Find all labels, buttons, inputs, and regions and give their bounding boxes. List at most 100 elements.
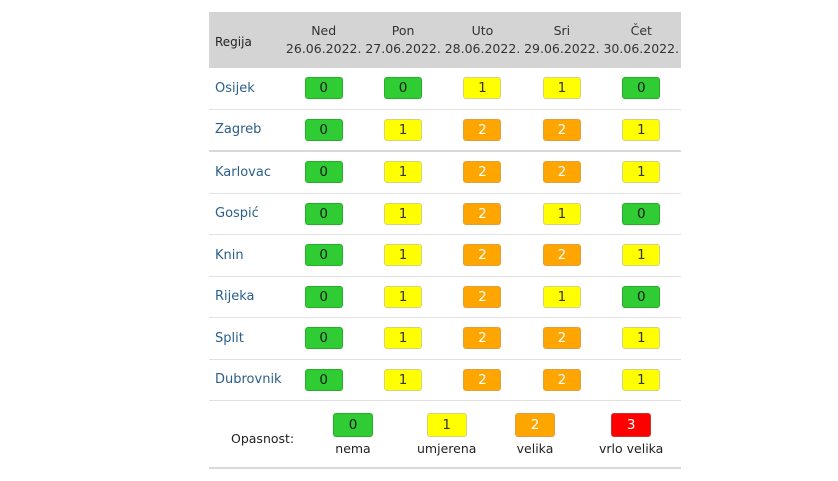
danger-level-badge: 0	[622, 202, 661, 225]
region-link[interactable]: Knin	[215, 247, 244, 263]
danger-cell: 0	[363, 77, 442, 100]
danger-cell: 0	[284, 77, 363, 100]
day-date: 28.06.2022.	[444, 41, 521, 56]
table-row: Osijek 0 0 1 1 0	[209, 68, 681, 110]
danger-level-badge: 0	[304, 118, 343, 141]
table-row: Gospić 0 1 2 1 0	[209, 194, 681, 235]
danger-legend: Opasnost: 0 nema 1 umjerena 2 velika 3 vrlo vel…	[209, 401, 681, 469]
danger-level-badge: 1	[384, 368, 423, 391]
danger-cell: 2	[443, 161, 522, 184]
danger-level-badge: 1	[622, 118, 661, 141]
danger-cell: 1	[363, 118, 442, 141]
danger-cell: 1	[363, 244, 442, 267]
danger-level-badge: 2	[542, 161, 581, 184]
danger-cell: 0	[602, 77, 681, 100]
danger-level-badge: 2	[463, 118, 502, 141]
legend-item: 1 umjerena	[417, 413, 476, 456]
legend-label: velika	[516, 441, 554, 456]
danger-cell: 2	[443, 327, 522, 350]
danger-cell: 1	[443, 77, 522, 100]
danger-cell: 0	[602, 202, 681, 225]
legend-item: 3 vrlo velika	[599, 413, 663, 456]
danger-cell: 1	[363, 327, 442, 350]
region-link[interactable]: Gospić	[215, 206, 259, 222]
danger-cell: 2	[522, 327, 601, 350]
danger-level-badge: 2	[463, 202, 502, 225]
danger-level-badge: 2	[463, 368, 502, 391]
day-name: Sri	[553, 23, 571, 38]
danger-cell: 0	[284, 202, 363, 225]
table-header: Regija Ned 26.06.2022. Pon 27.06.2022. U…	[209, 12, 681, 68]
danger-level-badge: 0	[304, 202, 343, 225]
danger-cell: 2	[522, 161, 601, 184]
danger-level-badge: 1	[384, 161, 423, 184]
danger-cell: 2	[443, 368, 522, 391]
danger-cell: 0	[284, 327, 363, 350]
danger-cell: 1	[363, 368, 442, 391]
danger-level-badge: 2	[463, 285, 502, 308]
danger-level-badge: 0	[304, 285, 343, 308]
region-link[interactable]: Karlovac	[215, 164, 271, 180]
danger-cell: 0	[284, 244, 363, 267]
danger-level-badge: 0	[304, 368, 343, 391]
danger-level-badge: 1	[384, 118, 423, 141]
day-header: Pon 27.06.2022.	[363, 12, 442, 68]
day-date: 29.06.2022.	[524, 41, 600, 56]
danger-cell: 1	[602, 118, 681, 141]
danger-level-badge: 1	[622, 368, 661, 391]
day-date: 27.06.2022.	[365, 41, 441, 56]
danger-cell: 2	[522, 118, 601, 141]
legend-badge: 2	[515, 413, 555, 437]
legend-badge: 0	[333, 413, 373, 437]
region-link[interactable]: Osijek	[215, 80, 255, 96]
table-row: Knin 0 1 2 2 1	[209, 235, 681, 277]
danger-level-badge: 0	[304, 244, 343, 267]
danger-cell: 1	[522, 285, 601, 308]
danger-level-badge: 2	[463, 327, 502, 350]
danger-level-badge: 2	[463, 244, 502, 267]
danger-level-badge: 0	[304, 161, 343, 184]
danger-level-badge: 1	[384, 327, 423, 350]
legend-title: Opasnost:	[231, 431, 295, 446]
danger-level-badge: 1	[542, 285, 581, 308]
day-date: 26.06.2022.	[285, 41, 362, 56]
region-link[interactable]: Rijeka	[215, 289, 255, 305]
danger-cell: 1	[602, 161, 681, 184]
danger-level-badge: 1	[622, 327, 661, 350]
day-name: Uto	[471, 23, 494, 38]
danger-cell: 1	[602, 244, 681, 267]
day-header: Čet 30.06.2022.	[602, 12, 681, 68]
day-name: Pon	[391, 23, 415, 38]
danger-level-badge: 1	[384, 202, 423, 225]
danger-level-badge: 2	[542, 327, 581, 350]
day-name: Ned	[311, 23, 337, 38]
danger-cell: 0	[284, 368, 363, 391]
danger-level-badge: 1	[384, 244, 423, 267]
danger-level-badge: 2	[542, 368, 581, 391]
day-header: Sri 29.06.2022.	[522, 12, 601, 68]
danger-level-badge: 1	[542, 77, 581, 100]
danger-cell: 2	[443, 118, 522, 141]
table-row: Zagreb 0 1 2 2 1	[209, 110, 681, 152]
danger-cell: 1	[602, 368, 681, 391]
danger-level-badge: 0	[622, 285, 661, 308]
danger-cell: 0	[284, 161, 363, 184]
region-link[interactable]: Split	[215, 330, 244, 346]
danger-level-badge: 1	[384, 285, 423, 308]
danger-cell: 2	[443, 202, 522, 225]
danger-level-badge: 1	[542, 202, 581, 225]
region-link[interactable]: Dubrovnik	[215, 372, 282, 388]
danger-level-badge: 2	[542, 118, 581, 141]
danger-cell: 0	[284, 118, 363, 141]
legend-item: 0 nema	[333, 413, 373, 456]
table-body: Osijek 0 0 1 1 0 Zagreb 0 1 2 2 1 Karlovac 0 1 2 2 1 Gospi…	[209, 68, 681, 401]
danger-cell: 0	[284, 285, 363, 308]
table-row: Rijeka 0 1 2 1 0	[209, 277, 681, 318]
danger-level-badge: 2	[542, 244, 581, 267]
day-name: Čet	[630, 23, 652, 38]
danger-cell: 1	[363, 161, 442, 184]
region-link[interactable]: Zagreb	[215, 122, 262, 138]
danger-level-badge: 1	[463, 77, 502, 100]
danger-cell: 1	[363, 202, 442, 225]
danger-level-badge: 1	[622, 161, 661, 184]
